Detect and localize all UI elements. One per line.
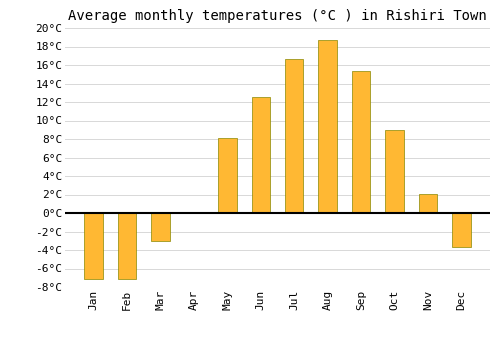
Bar: [118, 213, 136, 279]
Bar: [218, 138, 236, 213]
Bar: [452, 213, 470, 247]
Bar: [352, 71, 370, 213]
Title: Average monthly temperatures (°C ) in Rishiri Town: Average monthly temperatures (°C ) in Ri…: [68, 9, 487, 23]
Bar: [151, 213, 170, 241]
Bar: [285, 58, 304, 213]
Bar: [318, 40, 337, 213]
Bar: [419, 194, 437, 213]
Bar: [386, 130, 404, 213]
Bar: [84, 213, 102, 279]
Bar: [252, 97, 270, 213]
